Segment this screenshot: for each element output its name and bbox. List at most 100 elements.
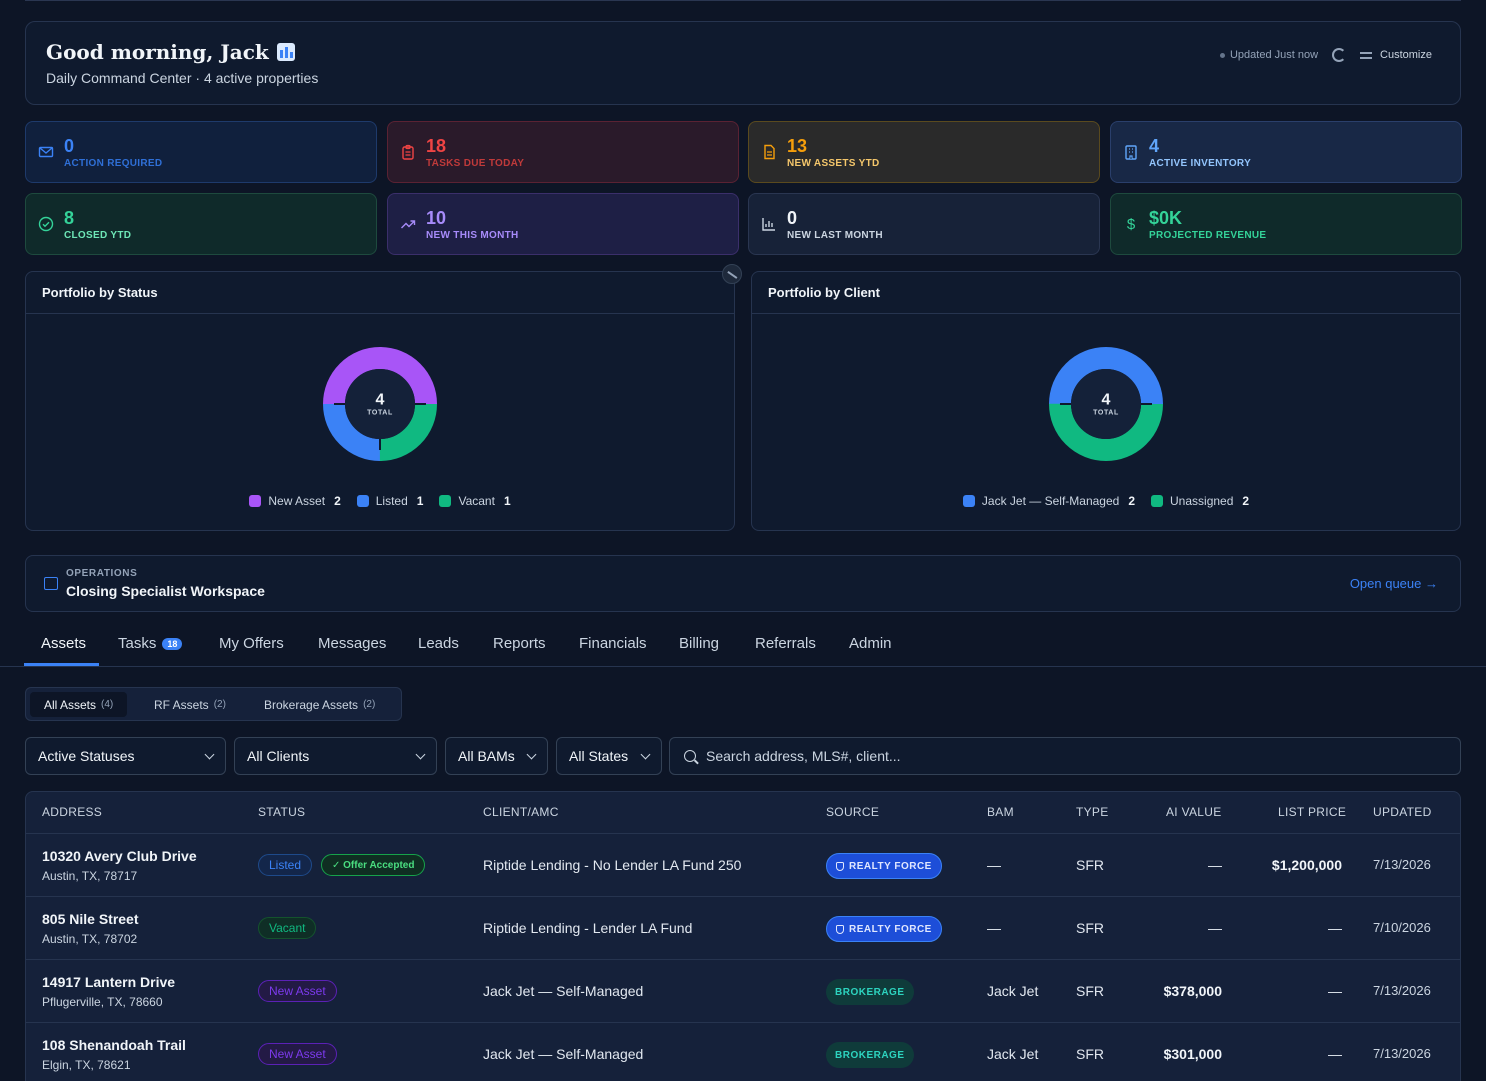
- table-row[interactable]: 108 Shenandoah Trail Elgin, TX, 78621 Ne…: [26, 1023, 1460, 1081]
- column-header[interactable]: CLIENT/AMC: [483, 805, 559, 819]
- row-list-price: —: [1328, 1046, 1342, 1062]
- row-type: SFR: [1076, 1046, 1104, 1062]
- source-badge: REALTY FORCE: [826, 853, 942, 879]
- row-type: SFR: [1076, 857, 1104, 873]
- legend-item[interactable]: Listed 1: [356, 494, 423, 508]
- tab-admin[interactable]: Admin: [849, 635, 892, 652]
- column-header[interactable]: ADDRESS: [42, 805, 103, 819]
- chevron-down-icon: [204, 749, 215, 759]
- stat-label: NEW ASSETS YTD: [787, 158, 880, 169]
- bam-filter-select[interactable]: All BAMs: [445, 737, 548, 775]
- tab-tasks[interactable]: Tasks 18: [118, 635, 183, 652]
- tab-reports[interactable]: Reports: [493, 635, 546, 652]
- client-filter-select[interactable]: All Clients: [234, 737, 437, 775]
- trend-up-icon: [401, 220, 416, 229]
- tab-referrals[interactable]: Referrals: [755, 635, 816, 652]
- row-type: SFR: [1076, 920, 1104, 936]
- offer-accepted-badge: ✓ Offer Accepted: [321, 854, 426, 876]
- top-frame: [25, 0, 1461, 1]
- row-ai-value: $378,000: [1163, 983, 1222, 999]
- operations-kicker: OPERATIONS: [66, 568, 138, 579]
- stat-value: 0: [787, 208, 798, 228]
- operations-title: Closing Specialist Workspace: [66, 583, 265, 599]
- row-updated: 7/10/2026: [1373, 920, 1431, 935]
- stat-new-this-month[interactable]: 10 NEW THIS MONTH: [387, 193, 739, 255]
- open-queue-link[interactable]: Open queue →: [1349, 576, 1438, 591]
- stat-value: 10: [426, 208, 447, 228]
- row-bam: Jack Jet: [987, 983, 1039, 999]
- table-row[interactable]: 805 Nile Street Austin, TX, 78702 Vacant…: [26, 897, 1460, 960]
- column-header[interactable]: UPDATED: [1373, 805, 1432, 819]
- client-donut: 4 TOTAL: [1046, 344, 1166, 464]
- tab-financials[interactable]: Financials: [579, 635, 647, 652]
- source-badge: BROKERAGE: [826, 1042, 914, 1068]
- row-address[interactable]: 108 Shenandoah Trail: [42, 1037, 186, 1053]
- segment-all-assets[interactable]: All Assets (4): [30, 692, 128, 717]
- active-tab-indicator: [24, 663, 99, 666]
- chevron-down-icon: [526, 749, 537, 759]
- stat-value: 18: [426, 136, 447, 156]
- status-filter-select[interactable]: Active Statuses: [25, 737, 226, 775]
- greeting-subtitle: Daily Command Center · 4 active properti…: [46, 70, 319, 86]
- portfolio-client-panel: Portfolio by Client 4 TOTAL Jack Jet — S…: [751, 271, 1461, 531]
- row-bam: Jack Jet: [987, 1046, 1039, 1062]
- legend-item[interactable]: Jack Jet — Self-Managed 2: [962, 494, 1135, 508]
- briefcase-icon: [44, 577, 58, 590]
- row-address[interactable]: 14917 Lantern Drive: [42, 974, 176, 990]
- shield-icon: [836, 924, 844, 934]
- stat-closed-ytd[interactable]: 8 CLOSED YTD: [25, 193, 377, 255]
- stat-label: PROJECTED REVENUE: [1149, 230, 1267, 241]
- legend-item[interactable]: New Asset 2: [249, 494, 341, 508]
- segment-rf-assets[interactable]: RF Assets (2): [154, 697, 226, 712]
- tab-assets[interactable]: Assets: [41, 635, 87, 652]
- stat-new-last-month[interactable]: 0 NEW LAST MONTH: [748, 193, 1100, 255]
- source-badge: BROKERAGE: [826, 979, 914, 1005]
- main-tabs: Assets Tasks 18 My Offers Messages Leads …: [0, 625, 1486, 667]
- segment-brokerage-assets[interactable]: Brokerage Assets (2): [264, 697, 376, 712]
- row-ai-value: —: [1208, 857, 1222, 873]
- column-header[interactable]: BAM: [987, 805, 1014, 819]
- stat-label: ACTIVE INVENTORY: [1149, 158, 1252, 169]
- column-header[interactable]: STATUS: [258, 805, 306, 819]
- assets-table: ADDRESS STATUS CLIENT/AMC SOURCE BAM TYP…: [25, 791, 1461, 1081]
- row-bam: —: [987, 920, 1001, 936]
- column-header[interactable]: TYPE: [1076, 805, 1109, 819]
- row-ai-value: $301,000: [1163, 1046, 1222, 1062]
- row-address[interactable]: 805 Nile Street: [42, 911, 139, 927]
- row-client: Jack Jet — Self-Managed: [483, 983, 644, 999]
- legend-item[interactable]: Unassigned 2: [1151, 494, 1249, 508]
- stat-value: 0: [64, 136, 75, 156]
- column-header[interactable]: SOURCE: [826, 805, 880, 819]
- state-filter-select[interactable]: All States: [556, 737, 662, 775]
- customize-button[interactable]: Customize: [1360, 49, 1432, 61]
- table-row[interactable]: 10320 Avery Club Drive Austin, TX, 78717…: [26, 834, 1460, 897]
- stat-label: ACTION REQUIRED: [64, 158, 163, 169]
- updated-status: Updated Just now: [1219, 49, 1318, 61]
- column-header[interactable]: LIST PRICE: [1278, 805, 1347, 819]
- search-input[interactable]: [706, 748, 1406, 764]
- stat-new-assets-ytd[interactable]: 13 NEW ASSETS YTD: [748, 121, 1100, 183]
- table-row[interactable]: 14917 Lantern Drive Pflugerville, TX, 78…: [26, 960, 1460, 1023]
- greeting-title: Good morning, Jack: [46, 40, 295, 64]
- status-badge: Vacant: [258, 917, 317, 939]
- tab-messages[interactable]: Messages: [318, 635, 387, 652]
- stat-projected-revenue[interactable]: $ $0K PROJECTED REVENUE: [1110, 193, 1462, 255]
- asset-segment-control: All Assets (4) RF Assets (2) Brokerage Ass…: [25, 687, 402, 721]
- row-bam: —: [987, 857, 1001, 873]
- tab-leads[interactable]: Leads: [418, 635, 459, 652]
- refresh-icon[interactable]: [1332, 48, 1347, 62]
- tab-billing[interactable]: Billing: [679, 635, 720, 652]
- stat-active-inventory[interactable]: 4 ACTIVE INVENTORY: [1110, 121, 1462, 183]
- status-legend: New Asset 2 Listed 1 Vacant 1: [26, 494, 734, 508]
- stat-value: 13: [787, 136, 808, 156]
- row-address[interactable]: 10320 Avery Club Drive: [42, 848, 197, 864]
- column-header[interactable]: AI VALUE: [1166, 805, 1222, 819]
- row-updated: 7/13/2026: [1373, 1046, 1431, 1061]
- stat-action-required[interactable]: 0 ACTION REQUIRED: [25, 121, 377, 183]
- row-list-price: —: [1328, 920, 1342, 936]
- hide-panel-icon[interactable]: [722, 264, 742, 284]
- stat-tasks-due[interactable]: 18 TASKS DUE TODAY: [387, 121, 739, 183]
- legend-item[interactable]: Vacant 1: [439, 494, 511, 508]
- tab-my-offers[interactable]: My Offers: [219, 635, 284, 652]
- row-list-price: $1,200,000: [1271, 857, 1342, 873]
